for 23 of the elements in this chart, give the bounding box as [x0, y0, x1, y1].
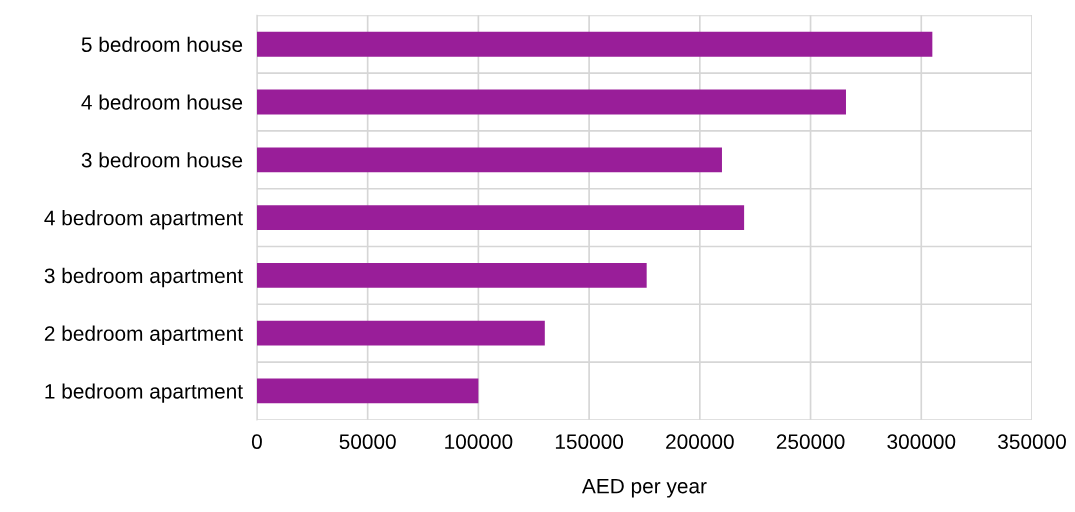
x-tick-label: 250000	[776, 434, 845, 450]
bar	[256, 147, 722, 173]
x-axis-title: AED per year	[581, 478, 707, 498]
x-tick-label: 0	[251, 434, 262, 450]
x-tick-label: 200000	[666, 434, 734, 450]
bar	[256, 262, 647, 288]
y-tick-label: 1 bedroom apartment	[45, 383, 243, 403]
bar	[256, 205, 745, 231]
bar	[256, 378, 479, 404]
x-tick-label: 150000	[555, 434, 624, 450]
bar	[256, 89, 846, 115]
y-tick-label: 5 bedroom house	[81, 36, 243, 53]
y-tick-label: 3 bedroom house	[81, 152, 243, 168]
x-tick-label: 50000	[339, 434, 396, 450]
bar	[256, 31, 933, 57]
x-tick-label: 100000	[445, 434, 513, 450]
y-tick-label: 2 bedroom apartment	[44, 325, 243, 346]
y-tick-label: 4 bedroom house	[81, 94, 243, 110]
y-tick-label: 3 bedroom apartment	[44, 267, 243, 288]
y-tick-label: 4 bedroom apartment	[44, 210, 243, 230]
x-tick-label: 350000	[998, 434, 1066, 450]
bar	[256, 320, 545, 346]
x-tick-label: 300000	[887, 434, 956, 450]
